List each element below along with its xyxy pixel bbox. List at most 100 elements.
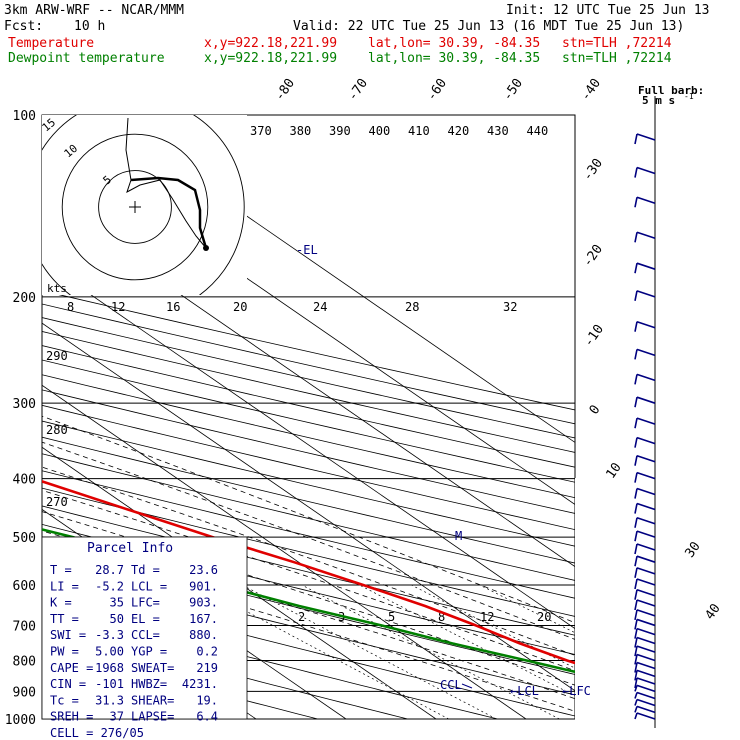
- wind-barb: [634, 530, 656, 542]
- dewpoint-legend: Dewpoint temperature: [8, 51, 165, 66]
- isotherm-label: 10: [603, 460, 624, 481]
- dewpoint-xy: x,y=922.18,221.99: [204, 51, 338, 66]
- parcel-label: CCL=: [131, 628, 160, 642]
- parcel-label: HWBZ=: [131, 677, 167, 691]
- parcel-value: 19.: [196, 693, 218, 707]
- theta-label: 430: [487, 124, 509, 138]
- parcel-value: 219: [196, 661, 218, 675]
- barb-legend-title: Full barb:: [638, 84, 704, 97]
- parcel-label: CIN =: [50, 677, 86, 691]
- mixing-ratio-label: 5: [388, 610, 395, 624]
- isotherm-label: -40: [578, 76, 604, 104]
- isotherm-label: -60: [424, 76, 450, 104]
- theta-side-label: 290: [46, 349, 68, 363]
- parcel-label: LI =: [50, 579, 79, 593]
- wind-barb: [634, 133, 656, 145]
- temperature-latlon: lat,lon= 30.39, -84.35: [368, 36, 541, 51]
- mixing-ratio-line: [242, 584, 497, 719]
- wind-barb: [634, 627, 656, 639]
- mixing-ratio-label: 8: [438, 610, 445, 624]
- isotherm-label: -10: [581, 322, 607, 350]
- wind-barb: [634, 516, 656, 528]
- parcel-label: SWI =: [50, 628, 86, 642]
- hodograph-ring: [61, 133, 209, 281]
- parcel-value: 23.6: [189, 563, 218, 577]
- parcel-value: 37: [110, 710, 124, 724]
- mixing-ratio-label: 20: [537, 610, 551, 624]
- wind-barb: [634, 578, 656, 590]
- parcel-value: 5.00: [95, 645, 124, 659]
- hodograph-unit: kts: [47, 282, 67, 295]
- wind-barb: [634, 348, 656, 360]
- parcel-label: SREH =: [50, 710, 93, 724]
- wind-barb: [634, 705, 656, 714]
- temperature-legend: Temperature: [8, 36, 95, 51]
- parcel-value: 1968: [95, 661, 124, 675]
- wind-barb: [634, 698, 656, 707]
- wind-barb: [634, 396, 656, 408]
- wind-barb: [634, 262, 656, 274]
- isotherm-label: 0: [587, 402, 604, 417]
- lcl-marker: ←LCL: [510, 684, 539, 698]
- wind-barb: [634, 471, 656, 483]
- dry-adiabat-line: [42, 436, 575, 564]
- parcel-value: 901.: [189, 579, 218, 593]
- dry-adiabat-line: [42, 487, 575, 617]
- pressure-label: 500: [13, 531, 36, 546]
- parcel-label: T =: [50, 563, 72, 577]
- isotherm-label: 30: [682, 539, 703, 560]
- dry-adiabat-line: [42, 505, 575, 636]
- parcel-label: EL =: [131, 612, 160, 626]
- wind-barb: [634, 166, 656, 178]
- wind-barb: [634, 661, 656, 673]
- parcel-value: 31.3: [95, 693, 124, 707]
- wind-barb: [634, 502, 656, 514]
- parcel-label: YGP =: [131, 645, 167, 659]
- wind-barb: [634, 555, 656, 567]
- isotherm-label: 40: [702, 601, 723, 622]
- parcel-value: 880.: [189, 628, 218, 642]
- dry-adiabat-line: [42, 470, 575, 599]
- pressure-label: 800: [13, 654, 36, 669]
- pressure-label: 400: [13, 473, 36, 488]
- isotherm-line: [42, 446, 437, 719]
- parcel-value: 167.: [189, 612, 218, 626]
- wind-barb: [634, 712, 656, 720]
- hodograph-trace-lower: [130, 176, 208, 249]
- wind-barb: [634, 588, 656, 600]
- parcel-value: 50: [110, 612, 124, 626]
- isotherm-label: -80: [272, 76, 298, 104]
- mixing-level-marker: M: [455, 529, 462, 543]
- wind-barb: [634, 653, 656, 665]
- mixing-ratio-line: [196, 584, 449, 719]
- temperature-xy: x,y=922.18,221.99: [204, 36, 338, 51]
- dry-adiabat-line: [42, 453, 575, 581]
- mixing-ratio-label: 12: [480, 610, 494, 624]
- isotherm-label: -20: [580, 242, 606, 270]
- dry-adiabat-line: [42, 582, 575, 717]
- moist-adiabat-line: [42, 415, 575, 624]
- pressure-label: 300: [13, 397, 36, 412]
- barb-legend-value: 5 m s: [642, 94, 675, 107]
- pressure-label: 600: [13, 579, 36, 594]
- theta-label: 410: [408, 124, 430, 138]
- theta-label: 400: [369, 124, 391, 138]
- parcel-label: Tc =: [50, 693, 79, 707]
- wind-barb: [634, 677, 656, 689]
- parcel-info-title: Parcel Info: [87, 541, 173, 556]
- parcel-value: 903.: [189, 596, 218, 610]
- init-time: Init: 12 UTC Tue 25 Jun 13: [506, 3, 710, 18]
- mixing-ratio-label: 2: [298, 610, 305, 624]
- wind-barb: [634, 487, 656, 499]
- parcel-value: 4231.: [182, 677, 218, 691]
- parcel-label: SHEAR=: [131, 693, 174, 707]
- barb-legend-exponent: -1: [684, 92, 694, 101]
- moist-adiabat-line: [42, 547, 575, 712]
- plot-frame: [41, 114, 576, 720]
- ccl-marker: CCL: [440, 678, 462, 692]
- wind-barb: [634, 684, 656, 693]
- temperature-station: stn=TLH ,72214: [562, 36, 672, 51]
- wind-barb: [634, 290, 656, 301]
- wind-barb: [634, 669, 656, 681]
